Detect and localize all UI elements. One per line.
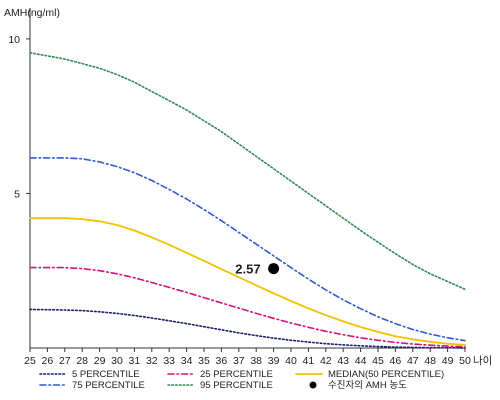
patient-marker: 2.57 [235,262,280,277]
x-tick-label-45: 45 [372,355,384,367]
x-axis-title: 나이 [473,355,492,367]
x-tick-label-44: 44 [355,355,367,367]
patient-point-label: 2.57 [235,262,260,277]
legend-label-0: 5 PERCENTILE [72,369,140,380]
y-tick-label-10: 10 [8,34,20,46]
y-axis-title: AMH(ng/ml) [4,7,60,19]
series-line-3 [29,157,466,342]
y-tick-label-5: 5 [14,188,20,200]
legend-label-2: MEDIAN(50 PERCENTILE) [328,369,444,380]
legend-point-swatch [309,381,317,389]
x-tick-label-26: 26 [42,355,54,367]
legend-point-label: 수진자의 AMH 농도 [328,380,407,391]
x-tick-label-38: 38 [250,355,262,367]
series-lines [29,51,466,349]
x-tick-label-49: 49 [442,355,454,367]
legend-label-3: 75 PERCENTILE [72,380,145,391]
x-tick-label-50: 50 [459,355,471,367]
x-tick-label-31: 31 [129,355,141,367]
x-tick-label-47: 47 [407,355,419,367]
x-tick-label-35: 35 [198,355,210,367]
x-tick-label-42: 42 [320,355,332,367]
x-tick-label-37: 37 [233,355,245,367]
x-tick-label-33: 33 [163,355,175,367]
x-tick-label-40: 40 [285,355,297,367]
x-tick-label-27: 27 [59,355,71,367]
legend-label-1: 25 PERCENTILE [200,369,273,380]
x-tick-label-34: 34 [181,355,193,367]
x-tick-label-36: 36 [216,355,228,367]
chart-axes: 5 10 25 26 27 28 29 30 31 32 33 34 35 36 37 38 39 40 41 42 4… [4,7,492,367]
x-tick-label-39: 39 [268,355,280,367]
legend-label-4: 95 PERCENTILE [200,380,273,391]
series-line-4 [29,51,466,291]
x-tick-label-41: 41 [303,355,315,367]
x-tick-label-29: 29 [94,355,106,367]
patient-point [268,263,280,275]
chart-legend: 5 PERCENTILE 25 PERCENTILE MEDIAN(50 PERCE… [39,369,444,391]
x-tick-label-46: 46 [390,355,402,367]
x-tick-label-48: 48 [424,355,436,367]
series-line-0 [29,308,466,349]
x-tick-label-28: 28 [76,355,88,367]
x-tick-label-25: 25 [24,355,36,367]
x-tick-label-43: 43 [337,355,349,367]
x-tick-label-30: 30 [111,355,123,367]
x-tick-label-32: 32 [146,355,158,367]
series-line-2 [29,217,466,346]
series-line-1 [29,266,466,348]
